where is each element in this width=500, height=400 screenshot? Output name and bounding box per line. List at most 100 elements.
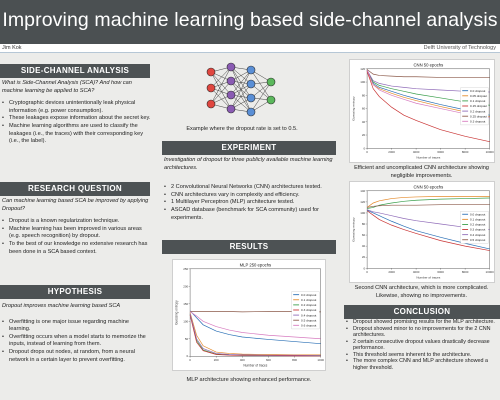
hidden-node — [246, 93, 256, 103]
experiment-bullet: 1 Multilayer Perceptron (MLP) architectu… — [164, 199, 338, 207]
y-tick-label: 200 — [183, 284, 188, 288]
hypothesis-bullet: Overfitting occurs when a model starts t… — [2, 334, 152, 349]
legend-label: 0.0 dropout — [470, 89, 485, 93]
series-line — [366, 69, 490, 93]
conclusion-heading: CONCLUSION — [344, 305, 500, 319]
legend-label: 0.5 dropout — [301, 318, 316, 322]
x-tick-label: 6000 — [437, 270, 444, 274]
hidden-node — [246, 107, 256, 117]
y-tick-label: 40 — [362, 244, 366, 248]
y-axis-label: Guessing entropy — [351, 96, 355, 121]
x-tick-label: 0 — [366, 150, 368, 154]
hidden-node — [226, 90, 236, 100]
rq-bullet: Dropout is a known regularization techni… — [2, 218, 152, 226]
y-tick-label: 0 — [363, 266, 365, 270]
mlp-chart: MLP 250 epochs 0 200 400 600 800 1000 0 50 100 150… — [172, 259, 326, 371]
poster-header: Improving machine learning based side-ch… — [0, 0, 500, 44]
series-line — [189, 310, 321, 345]
y-tick-label: 120 — [360, 200, 365, 204]
x-tick-label: 2000 — [388, 150, 395, 154]
sca-heading: SIDE-CHANNEL ANALYSIS — [0, 64, 150, 78]
y-axis-label: Guessing entropy — [351, 217, 355, 242]
hypothesis-heading: HYPOTHESIS — [0, 285, 150, 299]
results-heading: RESULTS — [162, 240, 336, 254]
x-tick-label: 0 — [366, 270, 368, 274]
output-node — [266, 77, 276, 87]
x-tick-label: 10000 — [486, 150, 495, 154]
x-tick-label: 200 — [214, 358, 219, 362]
legend-label: 0.15 dropout — [470, 104, 487, 108]
legend-label: 0.3 dropout — [301, 308, 316, 312]
conclusion-bullet: Dropout showed minor to no improvements … — [346, 326, 496, 339]
chart-title: CNN 50 epochs — [413, 184, 443, 189]
experiment-heading: EXPERIMENT — [162, 141, 336, 155]
rq-section: Can machine learning based SCA be improv… — [2, 198, 152, 256]
series-line — [366, 70, 490, 119]
hidden-node — [226, 104, 236, 114]
x-axis-label: Number of traces — [416, 276, 440, 280]
hypothesis-section: Dropout improves machine learning based … — [2, 303, 152, 364]
series-line — [366, 209, 490, 250]
output-node — [266, 95, 276, 105]
rq-intro: Can machine learning based SCA be improv… — [2, 198, 149, 212]
input-node — [206, 83, 216, 93]
x-tick-label: 800 — [292, 358, 297, 362]
legend-label: 0.1 dropout — [470, 218, 485, 222]
series-line — [366, 196, 490, 208]
author-bar: Jim Kok Delft University of Technology — [0, 44, 500, 53]
series-line — [189, 311, 321, 340]
y-tick-label: 40 — [362, 120, 366, 124]
legend — [460, 211, 489, 244]
series-line — [366, 69, 490, 106]
sca-bullet: These leakages expose information about … — [2, 115, 152, 123]
legend-label: 0.4 dropout — [470, 233, 485, 237]
hypothesis-bullets: Overfitting is one major issue regarding… — [2, 319, 152, 365]
neural-network-diagram — [206, 62, 276, 117]
legend-label: 0.0 dropout — [301, 293, 316, 297]
cnn2-caption: Second CNN architecture, which is more c… — [354, 285, 489, 299]
series-line — [367, 197, 490, 209]
experiment-bullet: CNN architectures vary in complexity and… — [164, 192, 338, 200]
rq-bullets: Dropout is a known regularization techni… — [2, 218, 152, 256]
conclusion-bullet: 2 certain consecutive dropout values dra… — [346, 339, 496, 352]
y-tick-label: 80 — [362, 222, 366, 226]
x-tick-label: 2000 — [388, 270, 395, 274]
x-tick-label: 1000 — [317, 358, 324, 362]
y-tick-label: 100 — [360, 80, 365, 84]
affiliation: Delft University of Technology — [423, 45, 496, 51]
y-tick-label: 20 — [362, 133, 366, 137]
cnn1-chart: CNN 50 epochs 0 2000 4000 6000 8000 10000 0 20 40… — [349, 59, 495, 163]
x-tick-label: 400 — [240, 358, 245, 362]
y-tick-label: 250 — [183, 267, 188, 271]
hypothesis-bullet: Dropout drops out nodes, at random, from… — [2, 349, 152, 364]
x-axis-label: Number of traces — [243, 364, 267, 368]
x-tick-label: 600 — [266, 358, 271, 362]
input-node — [206, 99, 216, 109]
series-line — [366, 70, 490, 116]
series-line — [366, 210, 490, 251]
series-line — [189, 313, 321, 356]
experiment-section: Investigation of dropout for three publi… — [164, 157, 338, 222]
y-tick-label: 140 — [360, 189, 365, 193]
x-tick-label: 8000 — [462, 270, 469, 274]
y-tick-label: 0 — [363, 146, 365, 150]
x-tick-label: 4000 — [413, 270, 420, 274]
series-line — [189, 312, 321, 356]
chart-title: CNN 50 epochs — [413, 62, 443, 67]
sca-bullets: Cryptographic devices unintentionally le… — [2, 100, 152, 146]
author-name: Jim Kok — [2, 45, 22, 51]
conclusion-bullet: The more complex CNN and MLP architectur… — [346, 358, 496, 371]
legend-label: 0.3 dropout — [470, 228, 485, 232]
network-connections — [210, 66, 272, 113]
rq-heading: RESEARCH QUESTION — [0, 182, 150, 196]
rq-bullet: To the best of our knowledge no extensiv… — [2, 241, 152, 256]
sca-intro: What is Side-Channel Analysis (SCA)? And… — [2, 80, 132, 94]
hidden-node — [246, 79, 256, 89]
rq-bullet: Machine learning has been improved in va… — [2, 226, 152, 241]
experiment-bullets: 2 Convolutional Neural Networks (CNN) ar… — [164, 184, 338, 222]
legend-label: 0.2 dropout — [470, 223, 485, 227]
experiment-intro: Investigation of dropout for three publi… — [164, 157, 333, 171]
hypothesis-intro: Dropout improves machine learning based … — [2, 303, 121, 309]
poster-title: Improving machine learning based side-ch… — [2, 9, 498, 31]
mlp-caption: MLP architecture showing enhanced perfor… — [186, 377, 312, 383]
